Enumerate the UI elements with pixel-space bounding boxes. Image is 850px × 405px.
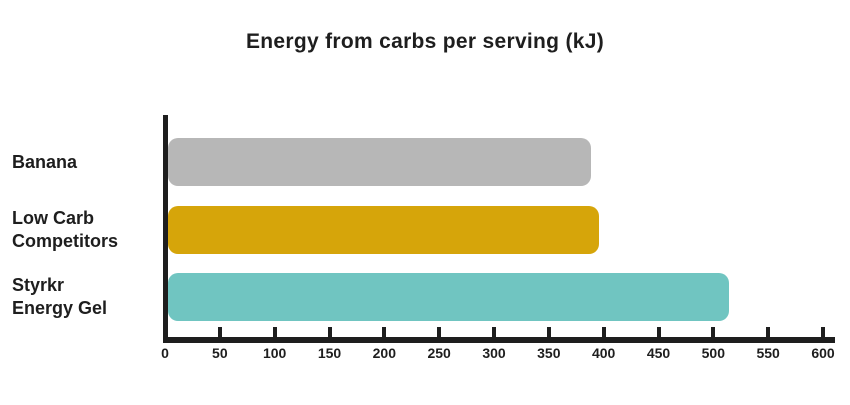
tick-mark (821, 327, 825, 337)
category-label: Low Carb Competitors (12, 207, 119, 251)
x-axis-line (163, 337, 835, 343)
tick-label: 400 (591, 345, 616, 361)
tick-label: 200 (372, 345, 396, 361)
tick-mark (437, 327, 442, 337)
tick-mark (656, 327, 661, 337)
category-label: Styrkr Energy Gel (12, 275, 108, 318)
bar (168, 138, 591, 186)
tick-mark (546, 327, 551, 337)
tick-label: 550 (756, 345, 780, 361)
tick-mark (327, 327, 332, 337)
category-label: Banana (12, 151, 78, 172)
tick-label: 600 (811, 345, 835, 361)
bar (168, 273, 729, 321)
tick-label: 500 (701, 345, 725, 361)
tick-label: 300 (482, 345, 506, 361)
tick-label: 250 (427, 345, 451, 361)
tick-mark (711, 327, 716, 337)
tick-mark (601, 327, 606, 337)
y-axis-line (163, 115, 168, 343)
tick-label: 350 (537, 345, 561, 361)
tick-mark (272, 327, 277, 337)
tick-label: 50 (212, 345, 228, 361)
tick-label: 0 (161, 345, 169, 361)
tick-label: 150 (317, 345, 342, 361)
tick-label: 450 (646, 345, 671, 361)
chart-title: Energy from carbs per serving (kJ) (246, 30, 604, 53)
tick-mark (492, 327, 496, 337)
tick-mark (766, 327, 771, 337)
tick-mark (217, 327, 222, 337)
tick-label: 100 (262, 345, 287, 361)
tick-mark (382, 327, 387, 337)
bar (168, 205, 599, 254)
